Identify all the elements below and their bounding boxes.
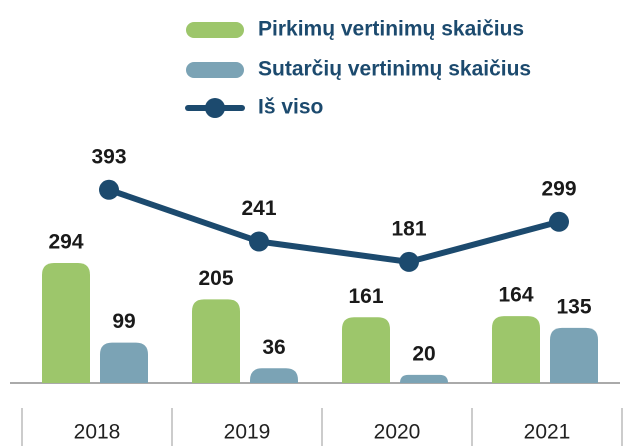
data-label: 393 (91, 145, 126, 168)
bar (550, 327, 598, 383)
x-tick-label: 2018 (74, 421, 121, 444)
line (108, 186, 560, 265)
data-label: 299 (541, 177, 576, 200)
legend-label: Iš viso (258, 96, 323, 119)
line-marker (99, 179, 119, 200)
bar (42, 263, 90, 383)
data-label: 181 (391, 217, 426, 240)
x-tick-label: 2020 (374, 421, 421, 444)
data-label: 164 (498, 284, 533, 307)
bar (192, 299, 240, 383)
legend-label: Sutarčių vertinimų skaičius (258, 58, 531, 81)
data-label: 20 (412, 342, 435, 365)
legend-swatch (186, 22, 244, 38)
data-label: 161 (348, 285, 383, 308)
x-tick-label: 2019 (224, 421, 271, 444)
legend-marker (205, 98, 225, 118)
line-marker (399, 251, 419, 272)
legend-swatch (186, 62, 244, 78)
data-label: 36 (262, 336, 285, 359)
bar (100, 342, 148, 383)
bar (492, 316, 540, 383)
legend-label: Pirkimų vertinimų skaičius (258, 18, 524, 41)
line-marker (249, 231, 269, 252)
data-label: 294 (48, 231, 83, 254)
data-label: 135 (556, 295, 591, 318)
data-label: 99 (112, 310, 135, 333)
data-label: 205 (198, 267, 233, 290)
data-label: 241 (241, 197, 276, 220)
x-tick-label: 2021 (524, 421, 571, 444)
bar (342, 317, 390, 383)
bar (400, 374, 448, 383)
line-marker (549, 211, 569, 232)
bar (250, 368, 298, 383)
